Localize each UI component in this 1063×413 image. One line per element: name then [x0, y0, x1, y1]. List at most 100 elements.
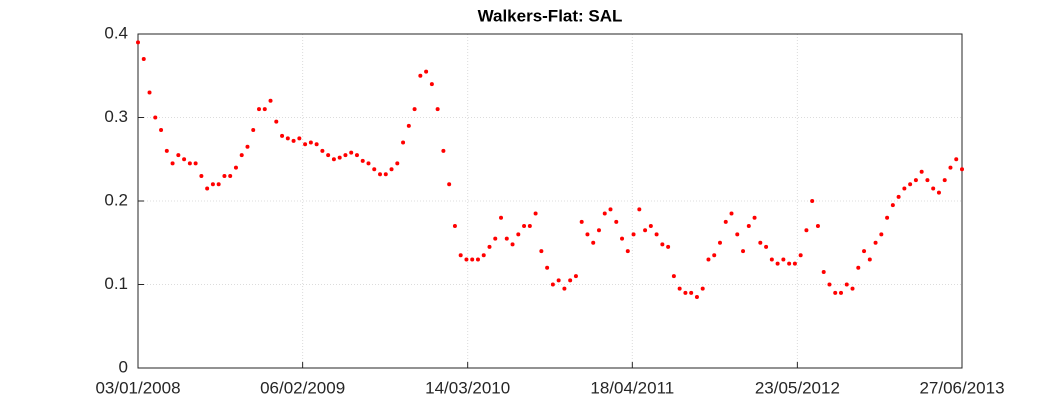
data-point [798, 253, 803, 258]
data-point [533, 211, 538, 216]
y-tick-label: 0.2 [104, 190, 128, 209]
data-point [625, 249, 630, 254]
data-point [908, 182, 913, 187]
data-point [792, 261, 797, 266]
data-point [764, 244, 769, 249]
x-tick-label: 27/06/2013 [919, 378, 1004, 397]
data-point [182, 157, 187, 162]
data-point [522, 224, 527, 229]
data-point [153, 115, 158, 120]
data-point [487, 244, 492, 249]
data-point [614, 219, 619, 224]
x-tick-label: 06/02/2009 [260, 378, 345, 397]
data-point [568, 278, 573, 283]
data-point [620, 236, 625, 241]
data-point [228, 173, 233, 178]
data-point [545, 265, 550, 270]
data-point [694, 295, 699, 300]
data-point [527, 224, 532, 229]
data-point [285, 136, 290, 141]
data-point [441, 148, 446, 153]
chart-title: Walkers-Flat: SAL [478, 6, 623, 25]
y-tick-label: 0.3 [104, 107, 128, 126]
data-point [919, 169, 924, 174]
data-point [758, 240, 763, 245]
data-point [591, 240, 596, 245]
data-point [216, 182, 221, 187]
data-point [960, 167, 964, 172]
data-point [291, 138, 296, 143]
data-point [147, 90, 152, 95]
data-point [141, 57, 146, 62]
data-point [516, 232, 521, 237]
data-point [539, 249, 544, 254]
data-point [585, 232, 590, 237]
data-point [810, 199, 815, 203]
data-point [187, 161, 192, 166]
data-point [326, 153, 331, 158]
data-point [268, 98, 273, 103]
data-point [838, 290, 843, 295]
data-point [343, 153, 348, 158]
data-point [406, 123, 411, 128]
data-point [781, 257, 786, 262]
data-point [769, 257, 774, 262]
data-point [354, 153, 359, 158]
data-point [654, 232, 659, 237]
data-point [464, 257, 469, 262]
data-point [475, 257, 480, 262]
data-point [337, 155, 342, 160]
data-point [458, 253, 463, 258]
data-point [677, 286, 682, 291]
data-point [746, 224, 751, 229]
data-point [262, 107, 267, 112]
data-point [671, 274, 676, 279]
x-tick-label: 18/04/2011 [590, 378, 674, 397]
data-point [372, 167, 377, 172]
data-point [931, 186, 936, 191]
data-point [862, 249, 867, 254]
data-point [395, 161, 400, 166]
data-point [885, 215, 890, 220]
data-point [815, 224, 820, 229]
data-point [452, 224, 457, 229]
x-tick-label: 14/03/2010 [425, 378, 510, 397]
data-point [239, 153, 244, 158]
data-point [401, 140, 406, 145]
data-point [936, 190, 941, 195]
data-point [631, 232, 636, 237]
data-point [481, 253, 486, 258]
data-point [280, 133, 285, 138]
data-point [804, 228, 809, 233]
data-point [331, 157, 336, 162]
data-point [775, 261, 780, 266]
data-point [550, 282, 555, 287]
data-point [689, 290, 694, 295]
data-point [873, 240, 878, 245]
data-point [199, 173, 204, 178]
data-point [867, 257, 872, 262]
data-point [948, 165, 953, 170]
data-point [136, 40, 140, 45]
data-point [942, 178, 947, 183]
data-point [729, 211, 734, 216]
data-point [233, 165, 238, 170]
data-point [389, 167, 394, 172]
data-point [844, 282, 849, 287]
data-point [222, 173, 227, 178]
data-point [193, 161, 198, 166]
data-point [637, 207, 642, 212]
data-point [164, 148, 169, 153]
data-point [925, 178, 930, 183]
data-point [447, 182, 452, 187]
data-point [827, 282, 832, 287]
data-point [418, 73, 423, 78]
data-point [176, 153, 181, 158]
data-point [879, 232, 884, 237]
data-point [556, 278, 561, 283]
data-point [412, 107, 417, 112]
data-point [308, 140, 313, 145]
data-point [245, 144, 250, 149]
